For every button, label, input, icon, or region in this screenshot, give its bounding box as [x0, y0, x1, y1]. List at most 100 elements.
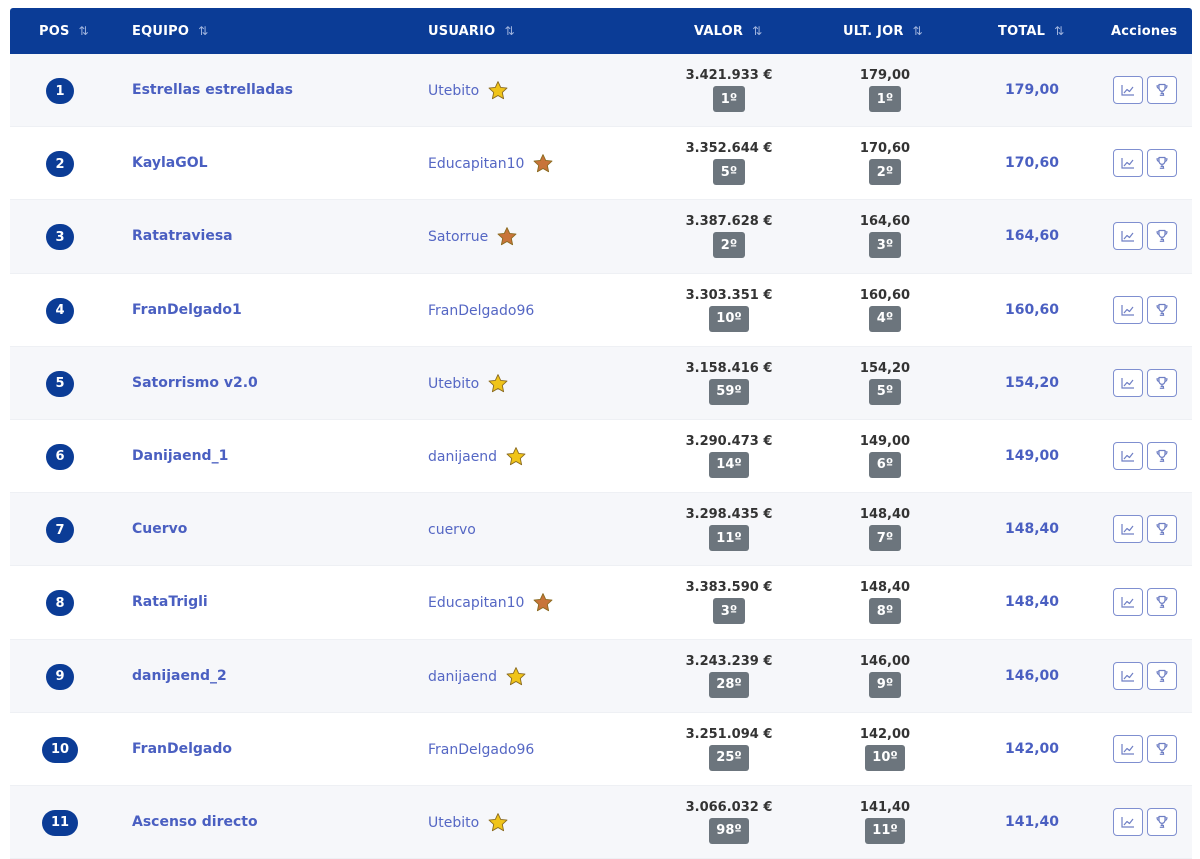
- valor-cell: 3.352.644 € 5º: [674, 141, 784, 186]
- ult-jor-points: 179,00: [859, 68, 911, 83]
- line-chart-icon: [1121, 85, 1134, 96]
- ult-jor-cell: 149,00 6º: [830, 434, 940, 478]
- trophy-button[interactable]: [1147, 734, 1177, 763]
- team-name-link[interactable]: Satorrismo v2.0: [132, 374, 258, 391]
- valor-cell: 3.243.239 € 28º: [674, 654, 784, 698]
- team-name-link[interactable]: Ratatraviesa: [132, 228, 233, 245]
- team-name-link[interactable]: RataTrigli: [132, 594, 208, 611]
- trophy-button[interactable]: [1147, 368, 1177, 397]
- ult-jor-rank-badge: 5º: [869, 378, 901, 405]
- chart-button[interactable]: [1113, 734, 1143, 763]
- user-cell: danijaend: [428, 444, 527, 470]
- ult-jor-cell: 164,60 3º: [830, 214, 940, 259]
- team-name-link[interactable]: FranDelgado1: [132, 301, 242, 318]
- user-name-link[interactable]: FranDelgado96: [428, 741, 535, 758]
- chart-button[interactable]: [1113, 76, 1143, 104]
- team-name-link[interactable]: Ascenso directo: [132, 813, 258, 830]
- team-name-link[interactable]: KaylaGOL: [132, 155, 208, 172]
- sort-arrows-icon[interactable]: ⇅: [504, 24, 515, 38]
- chart-button[interactable]: [1113, 807, 1143, 836]
- sort-arrows-icon[interactable]: ⇅: [912, 24, 923, 38]
- chart-button[interactable]: [1113, 661, 1143, 690]
- column-header-total[interactable]: TOTAL ⇅: [998, 8, 1064, 54]
- chart-button[interactable]: [1113, 295, 1143, 324]
- trophy-button[interactable]: [1147, 295, 1177, 324]
- ult-jor-rank-badge: 11º: [865, 817, 905, 844]
- ult-jor-points: 142,00: [859, 726, 911, 742]
- trophy-button[interactable]: [1147, 661, 1177, 690]
- star-icon: [506, 447, 526, 466]
- table-body: 1 Estrellas estrelladas Utebito 3.421.933 €…: [10, 54, 1192, 859]
- ult-jor-points: 149,00: [859, 433, 911, 449]
- trophy-button[interactable]: [1147, 807, 1177, 836]
- team-name-link[interactable]: Danijaend_1: [132, 447, 229, 464]
- trophy-button[interactable]: [1147, 588, 1177, 617]
- chart-button[interactable]: [1113, 515, 1143, 544]
- trophy-button[interactable]: [1147, 222, 1177, 251]
- ult-jor-rank-badge: 7º: [869, 525, 901, 552]
- total-points: 141,40: [1004, 813, 1060, 830]
- ult-jor-cell: 148,40 8º: [830, 580, 940, 625]
- position-badge: 2: [46, 151, 74, 178]
- table-row: 3 Ratatraviesa Satorrue 3.387.628 € 2º 164,60…: [10, 200, 1192, 274]
- trophy-icon: [1156, 815, 1168, 828]
- column-header-ult-jor[interactable]: ULT. JOR ⇅: [843, 8, 923, 54]
- user-name-link[interactable]: Satorrue: [428, 229, 489, 246]
- position-badge: 10: [42, 736, 78, 763]
- team-name-link[interactable]: danijaend_2: [132, 667, 227, 684]
- position-badge: 7: [46, 517, 74, 544]
- position-badge: 5: [46, 370, 74, 397]
- sort-arrows-icon[interactable]: ⇅: [1054, 24, 1065, 38]
- trophy-button[interactable]: [1147, 515, 1177, 544]
- column-header-acciones: Acciones: [1111, 8, 1177, 54]
- chart-button[interactable]: [1113, 368, 1143, 397]
- column-header-valor[interactable]: VALOR ⇅: [694, 8, 762, 54]
- chart-button[interactable]: [1113, 441, 1143, 470]
- user-name-link[interactable]: FranDelgado96: [428, 302, 535, 319]
- team-name-link[interactable]: Cuervo: [132, 521, 188, 538]
- trophy-button[interactable]: [1147, 149, 1177, 178]
- line-chart-icon: [1121, 743, 1134, 755]
- team-name-link[interactable]: Estrellas estrelladas: [132, 82, 294, 98]
- user-name-link[interactable]: cuervo: [428, 522, 476, 539]
- user-cell: FranDelgado96: [428, 737, 534, 763]
- user-name-link[interactable]: Utebito: [428, 83, 480, 99]
- total-points: 179,00: [1004, 82, 1060, 98]
- line-chart-icon: [1121, 304, 1134, 316]
- column-header-pos[interactable]: POS ⇅: [39, 8, 89, 54]
- column-header-equipo[interactable]: EQUIPO ⇅: [132, 8, 208, 54]
- user-name-link[interactable]: danijaend: [428, 448, 498, 465]
- valor-cell: 3.303.351 € 10º: [674, 288, 784, 332]
- sort-arrows-icon[interactable]: ⇅: [752, 24, 763, 38]
- user-name-link[interactable]: Educapitan10: [428, 595, 525, 612]
- ult-jor-cell: 170,60 2º: [830, 141, 940, 186]
- ult-jor-rank-badge: 1º: [869, 86, 901, 112]
- ult-jor-cell: 142,00 10º: [830, 727, 940, 771]
- ult-jor-points: 146,00: [859, 653, 911, 669]
- team-name-link[interactable]: FranDelgado: [132, 740, 233, 757]
- valor-amount: 3.251.094 €: [685, 726, 773, 742]
- valor-rank-badge: 2º: [713, 232, 745, 259]
- user-name-link[interactable]: Utebito: [428, 814, 480, 831]
- column-header-label: USUARIO: [428, 23, 496, 39]
- line-chart-icon: [1121, 450, 1134, 462]
- column-header-usuario[interactable]: USUARIO ⇅: [428, 8, 515, 54]
- trophy-button[interactable]: [1147, 441, 1177, 470]
- user-name-link[interactable]: Utebito: [428, 375, 480, 392]
- valor-cell: 3.421.933 € 1º: [674, 68, 784, 112]
- chart-button[interactable]: [1113, 149, 1143, 178]
- chart-button[interactable]: [1113, 222, 1143, 251]
- user-name-link[interactable]: danijaend: [428, 668, 498, 685]
- column-header-label: ULT. JOR: [843, 23, 904, 39]
- total-points: 160,60: [1004, 301, 1060, 318]
- line-chart-icon: [1121, 816, 1134, 828]
- user-cell: cuervo: [428, 517, 476, 543]
- user-name-link[interactable]: Educapitan10: [428, 156, 525, 173]
- trophy-button[interactable]: [1147, 76, 1177, 104]
- user-cell: Utebito: [428, 371, 509, 397]
- sort-arrows-icon[interactable]: ⇅: [198, 24, 209, 38]
- total-points: 170,60: [1004, 155, 1060, 172]
- trophy-icon: [1156, 742, 1168, 755]
- sort-arrows-icon[interactable]: ⇅: [78, 24, 89, 38]
- chart-button[interactable]: [1113, 588, 1143, 617]
